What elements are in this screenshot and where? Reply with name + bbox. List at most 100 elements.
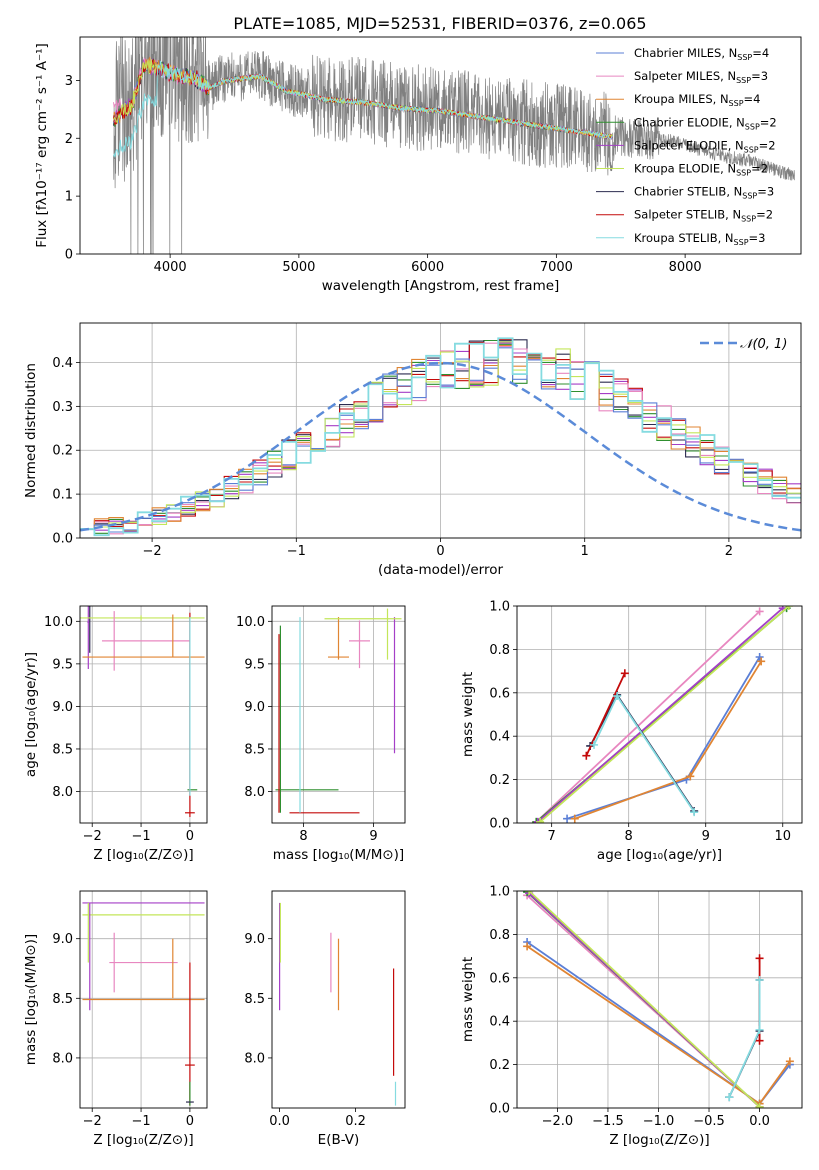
- plot-area: [80, 606, 205, 818]
- axes-frame: [271, 605, 406, 824]
- y-tick-label: 0.0: [489, 1102, 510, 1117]
- x-tick-label: 8: [299, 829, 307, 844]
- x-tick-label: 0: [186, 829, 194, 844]
- y-axis-label: mass [log₁₀(M/M⊙)]: [23, 934, 39, 1065]
- weight-line-5: [539, 606, 790, 823]
- plot-area: [275, 608, 402, 814]
- y-tick-label: 9.0: [244, 932, 265, 947]
- x-tick-label: −1: [287, 544, 306, 559]
- y-tick-label: 0.4: [489, 1015, 510, 1030]
- axes-frame: [79, 322, 802, 539]
- y-tick-label: 0.2: [489, 773, 510, 788]
- x-tick-label: 0: [186, 1114, 194, 1129]
- y-tick-label: 9.0: [52, 700, 73, 715]
- y-tick-label: 0.0: [52, 532, 73, 547]
- y-tick-label: 0.4: [489, 730, 510, 745]
- axes-frame: [79, 890, 208, 1109]
- legend: Chabrier MILES, NSSP=4 Salpeter MILES, NS…: [596, 46, 777, 247]
- weight-line-4: [537, 607, 784, 823]
- y-tick-label: 0.0: [489, 817, 510, 832]
- y-tick-label: 8.5: [244, 742, 265, 757]
- y-tick-label: 1: [65, 190, 73, 205]
- weight-line-7: [585, 672, 626, 757]
- axes-frame: [516, 890, 803, 1109]
- y-tick-label: 8.5: [244, 992, 265, 1007]
- x-tick-label: 0.2: [345, 1114, 366, 1129]
- panel-weight_vs_age: 7 8 9 10 0.0 0.2 0.4 0.6 0.8 1.0 age [log₁₀(age/yr…: [460, 600, 803, 863]
- x-tick-label: 9: [369, 829, 377, 844]
- weight-marker: [755, 607, 764, 616]
- x-tick-label: 6000: [411, 260, 444, 275]
- y-tick-label: 0: [65, 248, 73, 263]
- x-tick-label: 9: [702, 829, 710, 844]
- weight-marker: [563, 814, 572, 823]
- residual-histogram-8: [80, 337, 801, 537]
- weight-marker: [523, 942, 532, 951]
- panel-age_vs_mass: 8 9 8.0 8.5 9.0 9.5 10.0 mass [log₁₀(M/M⊙)]: [236, 605, 406, 863]
- weight-marker: [590, 740, 599, 749]
- weight-marker: [620, 669, 629, 678]
- y-tick-label: 0.2: [489, 1058, 510, 1073]
- y-tick-label: 0.4: [52, 356, 73, 371]
- x-tick-label: 7: [548, 829, 556, 844]
- weight-line-0: [566, 656, 761, 820]
- plot-area: [523, 891, 794, 1108]
- axes-frame: [79, 605, 208, 824]
- weight-marker: [613, 692, 622, 701]
- weight-marker: [755, 954, 764, 963]
- x-tick-label: −0.5: [693, 1114, 725, 1129]
- weight-marker: [582, 751, 591, 760]
- y-tick-label: 1.0: [489, 885, 510, 900]
- x-tick-label: 10: [774, 829, 791, 844]
- y-axis-label: Flux [fλ10⁻¹⁷ erg cm⁻² s⁻¹ A⁻¹]: [34, 43, 50, 248]
- y-tick-label: 0.6: [489, 971, 510, 986]
- legend-label: Chabrier STELIB, NSSP=3: [634, 185, 774, 201]
- y-axis-label: Normed distribution: [23, 363, 39, 498]
- x-tick-label: 4000: [154, 260, 187, 275]
- x-axis-label: E(B-V): [318, 1132, 360, 1148]
- weight-line-1: [535, 610, 761, 823]
- x-axis-label: age [log₁₀(age/yr)]: [597, 847, 722, 863]
- figure-title: PLATE=1085, MJD=52531, FIBERID=0376, z=0…: [233, 14, 646, 33]
- x-tick-label: 0.0: [269, 1114, 290, 1129]
- x-tick-label: −2.0: [542, 1114, 574, 1129]
- legend-label: Chabrier MILES, NSSP=4: [634, 46, 769, 62]
- axes-frame: [271, 890, 406, 1109]
- panel-residuals: −2 −1 0 1 2 0.0 0.1 0.2 0.3 0.4 (data-model)/error…: [23, 322, 802, 578]
- weight-line-2: [574, 660, 762, 820]
- plot-area: [113, 37, 795, 254]
- x-tick-label: −2: [143, 544, 162, 559]
- weight-marker: [757, 657, 766, 666]
- y-tick-label: 0.6: [489, 686, 510, 701]
- y-axis-label: mass weight: [460, 957, 476, 1042]
- x-axis-label: wavelength [Angstrom, rest frame]: [322, 278, 560, 294]
- legend-label: Chabrier ELODIE, NSSP=2: [634, 115, 777, 131]
- panel-age_vs_Z: −2 −1 0 8.0 8.5 9.0 9.5 10.0 Z [log₁₀(Z/Z⊙)] age …: [23, 605, 208, 863]
- y-tick-label: 8.0: [52, 785, 73, 800]
- x-axis-label: (data-model)/error: [378, 562, 504, 578]
- weight-marker: [755, 975, 764, 984]
- x-axis-label: Z [log₁₀(Z/Z⊙)]: [93, 847, 193, 863]
- y-tick-label: 8.5: [52, 992, 73, 1007]
- weight-marker: [725, 1093, 734, 1102]
- y-tick-label: 0.1: [52, 488, 73, 503]
- legend-label: Kroupa MILES, NSSP=4: [634, 92, 760, 108]
- weight-marker: [755, 1036, 764, 1045]
- weight-marker: [686, 772, 695, 781]
- weight-marker: [570, 814, 579, 823]
- weight-marker: [690, 808, 699, 817]
- y-tick-label: 9.5: [52, 657, 73, 672]
- x-tick-label: −2: [83, 1114, 102, 1129]
- y-tick-label: 0.2: [52, 444, 73, 459]
- x-tick-label: 8: [625, 829, 633, 844]
- plot-area: [279, 902, 397, 1106]
- x-tick-label: −1.5: [592, 1114, 624, 1129]
- legend-label: Salpeter STELIB, NSSP=2: [634, 208, 773, 224]
- x-axis-label: mass [log₁₀(M/M⊙)]: [273, 847, 404, 863]
- y-axis-label: age [log₁₀(age/yr)]: [23, 652, 39, 777]
- panel-mass_vs_EBV: 0.0 0.2 8.0 8.5 9.0 E(B-V): [244, 890, 406, 1148]
- x-tick-label: 8000: [669, 260, 702, 275]
- y-tick-label: 0.8: [489, 643, 510, 658]
- legend-label: Kroupa STELIB, NSSP=3: [634, 231, 765, 247]
